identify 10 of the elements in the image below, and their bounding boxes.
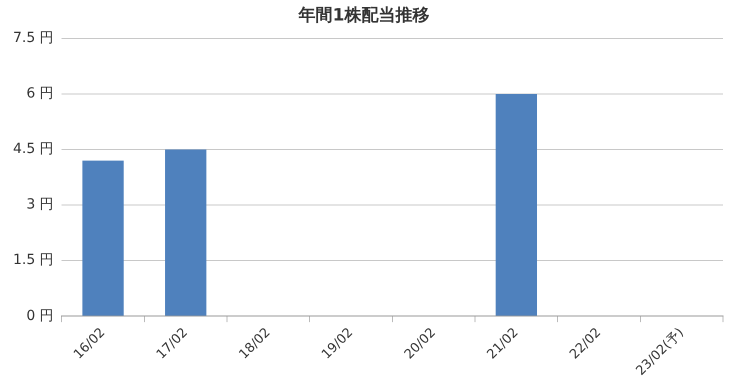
y-tick-label: 3 円: [26, 196, 54, 213]
chart-title: 年間1株配当推移: [298, 6, 430, 26]
y-tick-label: 1.5 円: [12, 252, 54, 268]
y-tick-label: 7.5 円: [12, 30, 54, 46]
y-tick-label: 4.5 円: [12, 141, 54, 158]
y-tick-label: 0 円: [26, 308, 54, 324]
bar: [165, 149, 206, 316]
bar: [496, 94, 538, 316]
y-tick-label: 6 円: [26, 86, 54, 102]
bar: [82, 160, 124, 316]
